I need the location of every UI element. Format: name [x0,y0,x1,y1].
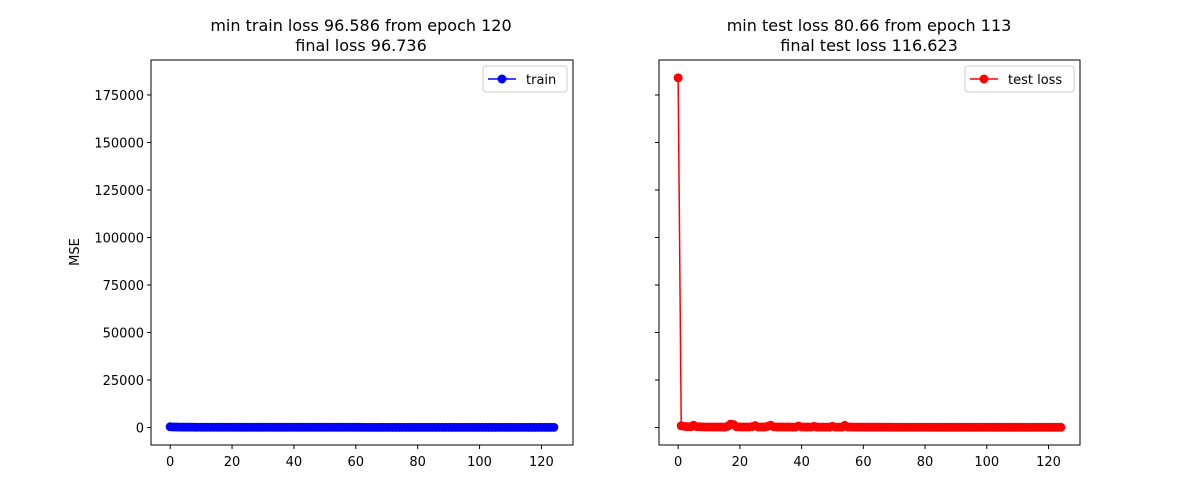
train-data-point [549,422,559,432]
train-y-tick-label: 175000 [94,89,144,104]
train-x-tick-label: 40 [286,455,303,470]
train-chart-y-axis-label: MSE [68,238,83,266]
test-plot-area: 0 20 40 60 80 100 120 test loss [655,59,1081,470]
train-plot-area: 0 20 40 60 80 100 120 0 25000 50000 75000 100000 125… [94,59,574,470]
test-x-tick-label: 120 [1036,455,1061,470]
train-chart-title-line1: min train loss 96.586 from epoch 120 [210,16,511,35]
test-chart-title-line2: final test loss 116.623 [780,36,958,55]
test-legend-marker [979,74,989,84]
test-axes-frame [658,59,1081,446]
train-x-tick-label: 80 [409,455,426,470]
test-x-tick-label: 100 [974,455,999,470]
train-chart: min train loss 96.586 from epoch 120 fin… [68,16,574,470]
test-x-tick-label: 80 [917,455,934,470]
train-x-tick-label: 0 [166,455,174,470]
train-y-tick-label: 100000 [94,231,144,246]
train-x-tick-label: 60 [348,455,365,470]
train-y-tick-label: 125000 [94,184,144,199]
train-y-tick-label: 25000 [103,374,144,389]
test-data-point [1056,422,1066,432]
test-x-tick-label: 0 [674,455,682,470]
train-y-tick-label: 150000 [94,136,144,151]
test-chart-title-line1: min test loss 80.66 from epoch 113 [727,16,1012,35]
test-legend-box [964,65,1075,93]
train-axes-frame [150,59,574,446]
train-x-tick-label: 100 [467,455,492,470]
train-chart-title-line2: final loss 96.736 [295,36,427,55]
test-x-tick-label: 40 [793,455,810,470]
train-x-tick-label: 20 [224,455,241,470]
train-x-tick-label: 120 [529,455,554,470]
train-y-tick-label: 75000 [103,279,144,294]
train-legend: train [482,65,568,93]
test-legend: test loss [964,65,1075,93]
train-y-tick-label: 0 [136,422,144,437]
test-x-tick-label: 20 [732,455,749,470]
test-loss-chart: min test loss 80.66 from epoch 113 final… [655,16,1081,470]
train-legend-marker [497,74,507,84]
train-legend-label: train [526,73,556,88]
test-x-tick-label: 60 [855,455,872,470]
test-data-point [673,73,683,83]
train-legend-box [482,65,568,93]
test-legend-label: test loss [1008,73,1062,88]
train-y-tick-label: 50000 [103,327,144,342]
